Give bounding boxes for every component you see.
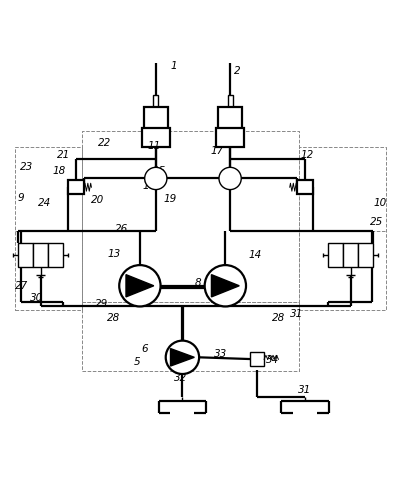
Text: 30: 30 — [30, 292, 43, 302]
Bar — [69, 180, 84, 194]
Bar — [250, 352, 264, 366]
Text: 25: 25 — [370, 217, 383, 227]
Text: 23: 23 — [20, 162, 33, 172]
Circle shape — [166, 340, 199, 374]
Text: 11: 11 — [147, 141, 160, 151]
Text: 7: 7 — [137, 278, 143, 287]
Text: 19: 19 — [164, 194, 177, 204]
Text: 15: 15 — [152, 166, 166, 176]
Circle shape — [145, 168, 167, 190]
Text: 24: 24 — [38, 198, 51, 208]
Bar — [216, 128, 244, 146]
Text: 28: 28 — [108, 312, 120, 322]
Text: 26: 26 — [114, 224, 128, 234]
Text: 16: 16 — [142, 182, 156, 192]
Text: 5: 5 — [134, 357, 140, 367]
Text: 9: 9 — [17, 194, 24, 203]
Text: 1: 1 — [170, 61, 177, 71]
Text: 32: 32 — [174, 373, 187, 383]
Bar — [343, 243, 358, 266]
Text: 12: 12 — [300, 150, 314, 160]
Bar — [328, 243, 343, 266]
Bar — [154, 95, 158, 107]
Bar — [142, 128, 170, 146]
Circle shape — [219, 168, 241, 190]
Bar — [18, 243, 33, 266]
Bar — [48, 243, 63, 266]
Text: 22: 22 — [98, 138, 111, 147]
Bar — [297, 180, 313, 194]
Circle shape — [205, 265, 246, 306]
Bar — [218, 107, 242, 129]
Bar — [358, 243, 373, 266]
Text: 20: 20 — [91, 196, 104, 205]
Polygon shape — [212, 274, 239, 297]
Text: 29: 29 — [95, 298, 108, 308]
Text: 6: 6 — [142, 344, 148, 353]
Text: 28: 28 — [272, 312, 286, 322]
Text: 21: 21 — [57, 150, 70, 160]
Text: 8: 8 — [194, 278, 201, 287]
Text: 17: 17 — [211, 146, 224, 156]
Text: 13: 13 — [108, 249, 120, 259]
Bar — [144, 107, 168, 129]
Bar — [33, 243, 48, 266]
Circle shape — [119, 265, 160, 306]
Text: 31: 31 — [298, 385, 312, 395]
Text: 2: 2 — [234, 66, 241, 76]
Text: 33: 33 — [214, 349, 227, 359]
Text: 34: 34 — [266, 356, 280, 366]
Text: 27: 27 — [15, 281, 29, 291]
Polygon shape — [126, 274, 154, 297]
Text: 14: 14 — [249, 250, 262, 260]
Text: 10: 10 — [374, 198, 387, 208]
Bar — [228, 95, 233, 107]
Polygon shape — [170, 348, 194, 366]
Text: 31: 31 — [290, 308, 303, 318]
Text: 18: 18 — [52, 166, 66, 175]
